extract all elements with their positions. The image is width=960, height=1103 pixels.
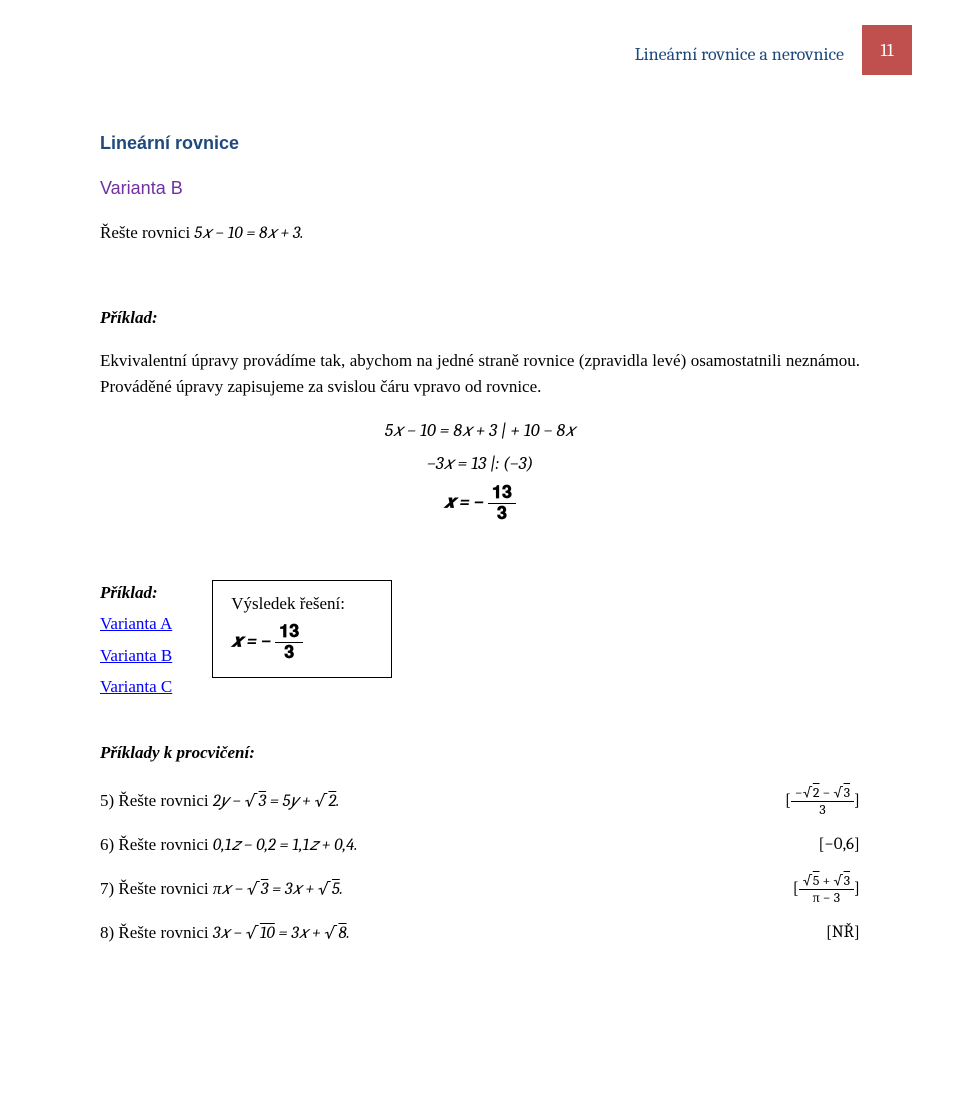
exercise-prefix: Řešte rovnici — [118, 879, 212, 898]
result-den: 𝟑 — [275, 643, 303, 663]
exercise-answer: [−2 − 33] — [770, 785, 860, 817]
result-box: Výsledek řešení: 𝒙 = − 𝟏𝟑𝟑 — [212, 580, 392, 678]
exercise-row: 5) Řešte rovnici 2𝑦 − 3 = 5𝑦 + 2. [−2 − … — [100, 783, 860, 819]
exercise-row: 6) Řešte rovnici 0,1𝑧 − 0,2 = 1,1𝑧 + 0,4… — [100, 827, 860, 863]
intro-prefix: Řešte rovnici — [100, 223, 194, 242]
intro-math: 5𝑥 − 10 = 8𝑥 + 3. — [194, 224, 303, 243]
variant-a-link[interactable]: Varianta A — [100, 611, 172, 637]
work-line-3-prefix: 𝒙 = − — [444, 492, 488, 513]
result-expression: 𝒙 = − 𝟏𝟑𝟑 — [231, 622, 373, 663]
work-line-3-num: 𝟏𝟑 — [488, 483, 516, 504]
exercise-text: 6) Řešte rovnici 0,1𝑧 − 0,2 = 1,1𝑧 + 0,4… — [100, 832, 357, 859]
exercise-number: 5) — [100, 791, 114, 810]
exercise-number: 6) — [100, 835, 114, 854]
example-label-2: Příklad: — [100, 580, 172, 606]
result-prefix: 𝒙 = − — [231, 631, 275, 652]
work-line-2: −3𝑥 = 13 |: (−3) — [100, 450, 860, 477]
exercise-row: 8) Řešte rovnici 3𝑥 − 10 = 3𝑥 + 8. [NŘ] — [100, 915, 860, 951]
intro-line: Řešte rovnici 5𝑥 − 10 = 8𝑥 + 3. — [100, 220, 860, 247]
exercise-prefix: Řešte rovnici — [118, 791, 212, 810]
work-line-1: 5𝑥 − 10 = 8𝑥 + 3 | + 10 − 8𝑥 — [100, 417, 860, 444]
variant-b-link[interactable]: Varianta B — [100, 643, 172, 669]
exercise-number: 7) — [100, 879, 114, 898]
exercise-text: 5) Řešte rovnici 2𝑦 − 3 = 5𝑦 + 2. — [100, 788, 339, 815]
exercise-row: 7) Řešte rovnici π𝑥 − 3 = 3𝑥 + 5. [5 + 3… — [100, 871, 860, 907]
exercise-text: 8) Řešte rovnici 3𝑥 − 10 = 3𝑥 + 8. — [100, 920, 350, 947]
exercise-text: 7) Řešte rovnici π𝑥 − 3 = 3𝑥 + 5. — [100, 876, 343, 903]
page-header: Lineární rovnice a nerovnice 11 — [635, 33, 912, 75]
example-label-1: Příklad: — [100, 305, 860, 331]
page-content: Lineární rovnice Varianta B Řešte rovnic… — [100, 130, 860, 959]
exercise-list: 5) Řešte rovnici 2𝑦 − 3 = 5𝑦 + 2. [−2 − … — [100, 783, 860, 951]
nav-column: Příklad: Varianta A Varianta B Varianta … — [100, 580, 172, 700]
exercise-answer: [NŘ] — [770, 920, 860, 946]
exercise-number: 8) — [100, 923, 114, 942]
variant-c-link[interactable]: Varianta C — [100, 674, 172, 700]
exercise-answer: [5 + 3π − 3] — [770, 873, 860, 905]
explanation-text: Ekvivalentní úpravy provádíme tak, abych… — [100, 348, 860, 399]
section-heading: Lineární rovnice — [100, 130, 860, 157]
nav-and-result-row: Příklad: Varianta A Varianta B Varianta … — [100, 580, 860, 700]
exercise-prefix: Řešte rovnici — [118, 835, 212, 854]
work-line-3: 𝒙 = − 𝟏𝟑𝟑 — [100, 483, 860, 524]
exercise-prefix: Řešte rovnici — [118, 923, 212, 942]
result-num: 𝟏𝟑 — [275, 622, 303, 643]
result-label: Výsledek řešení: — [231, 591, 373, 617]
exercise-math: 0,1𝑧 − 0,2 = 1,1𝑧 + 0,4. — [213, 836, 358, 855]
header-title: Lineární rovnice a nerovnice — [635, 41, 862, 68]
exercise-answer: [−0,6] — [770, 832, 860, 858]
variant-heading: Varianta B — [100, 175, 860, 202]
work-line-3-den: 𝟑 — [488, 504, 516, 524]
exercises-heading: Příklady k procvičení: — [100, 740, 860, 766]
page-number-badge: 11 — [862, 25, 912, 75]
